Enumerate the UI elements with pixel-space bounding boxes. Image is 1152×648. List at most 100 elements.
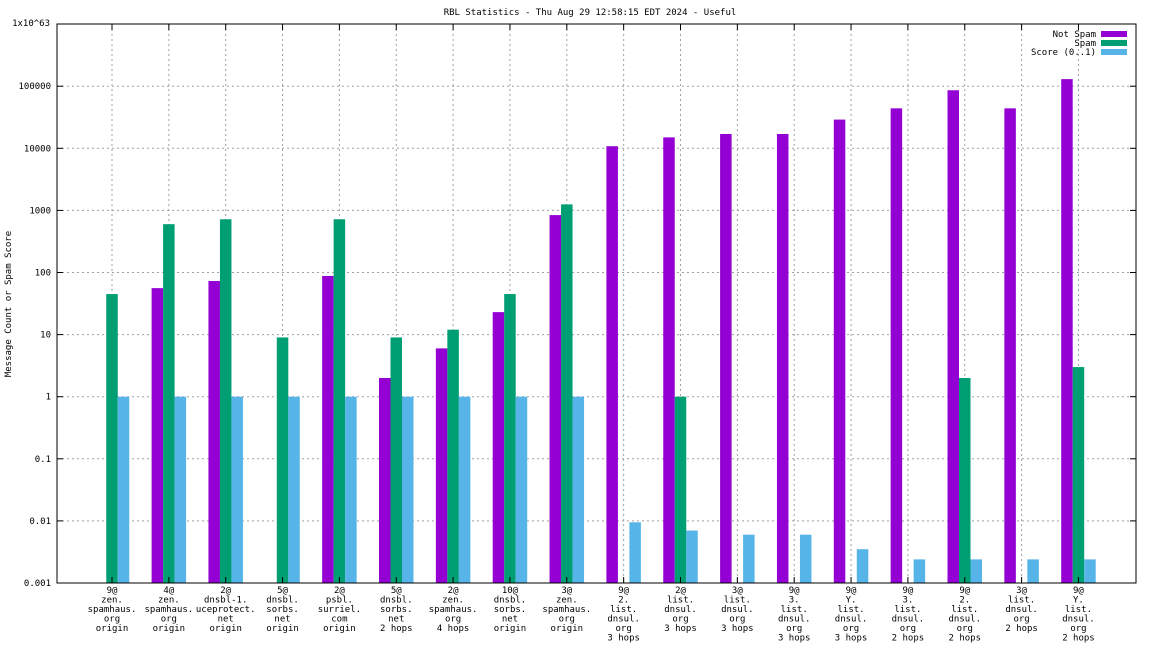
y-tick-label: 100 (35, 269, 51, 279)
bar-score-0-1- (629, 522, 641, 583)
bar-spam (504, 294, 516, 583)
x-tick-label-line: dnsul. (892, 615, 925, 625)
x-tick-label-line: 3@ (732, 586, 743, 596)
bar-spam (333, 219, 346, 584)
bar-spam (447, 329, 459, 583)
x-tick-label-line: 3@ (1016, 586, 1027, 596)
x-tick-label-line: surriel. (318, 605, 361, 615)
x-tick-label-line: Y. (1073, 596, 1084, 606)
bar-score-0-1- (686, 530, 698, 583)
x-tick-label-line: zen. (158, 596, 180, 606)
y-tick-label: 0.1 (35, 455, 51, 465)
x-tick-label-line: org (445, 615, 461, 625)
x-tick-label-line: 3@ (561, 586, 572, 596)
x-tick-label-line: dnsul. (1062, 615, 1095, 625)
x-tick-label-line: dnsul. (948, 615, 981, 625)
x-tick-label-line: 2 hops (380, 624, 413, 634)
x-tick-label-line: uceprotect. (196, 605, 256, 615)
plot-frame (56, 23, 1137, 584)
x-tick-label: 4@ zen. spamhaus. org origin (144, 586, 193, 634)
bar-spam (561, 204, 573, 583)
bar-not-spam (776, 133, 789, 583)
x-tick-label: 3@ zen. spamhaus. org origin (542, 586, 591, 634)
x-tick-label-line: 3 hops (664, 624, 697, 634)
x-tick-label-line: 2 hops (948, 634, 981, 644)
y-tick-label: 0.001 (24, 579, 51, 589)
x-tick-label-line: zen. (442, 596, 464, 606)
bar-score-0-1- (174, 396, 187, 583)
bar-not-spam (890, 108, 903, 584)
x-tick-label: 9@ Y. list. dnsul. org 3 hops (835, 586, 868, 644)
x-tick-label-line: 2 hops (1062, 634, 1095, 644)
x-tick-label-line: dnsbl-1. (204, 596, 247, 606)
legend-label: Score (0..1) (1031, 48, 1096, 58)
y-axis-top-label: 1x10^63 (12, 19, 50, 29)
x-tick-label-line: spamhaus. (429, 605, 478, 615)
y-tick-label: 10 (40, 331, 51, 341)
x-tick-label-line: zen. (101, 596, 123, 606)
x-tick-label-line: spamhaus. (88, 605, 137, 615)
x-tick-label: 3@ list. dnsul. org 3 hops (721, 586, 754, 634)
bar-score-0-1- (572, 396, 585, 583)
x-tick-label-line: 2@ (334, 586, 345, 596)
x-tick-label-line: org (672, 615, 688, 625)
bar-score-0-1- (1027, 559, 1039, 583)
x-tick-label-line: org (1070, 624, 1086, 634)
x-tick-label-line: list. (1008, 596, 1035, 606)
x-tick-label-line: list. (724, 596, 751, 606)
x-tick-label-line: 4@ (163, 586, 174, 596)
x-tick-label-line: zen. (556, 596, 578, 606)
x-tick-label: 9@ 3. list. dnsul. org 2 hops (892, 586, 925, 644)
x-tick-label: 9@ 3. list. dnsul. org 3 hops (778, 586, 811, 644)
x-tick-label-line: 2 hops (892, 634, 925, 644)
chart-title: RBL Statistics - Thu Aug 29 12:58:15 EDT… (444, 8, 737, 18)
x-tick-label-line: 9@ (789, 586, 800, 596)
x-tick-label-line: list. (781, 605, 808, 615)
x-tick-label-line: 3. (902, 596, 913, 606)
x-tick-label-line: list. (838, 605, 865, 615)
x-tick-label-line: net (274, 615, 290, 625)
x-tick-label-line: org (843, 624, 859, 634)
x-tick-label-line: Y. (846, 596, 857, 606)
x-tick-label-line: origin (153, 624, 186, 634)
x-tick-label: 9@ zen. spamhaus. org origin (88, 586, 137, 634)
x-tick-label: 2@ list. dnsul. org 3 hops (664, 586, 697, 634)
x-tick-label: 2@ dnsbl-1. uceprotect. net origin (196, 586, 256, 634)
x-tick-label-line: 9@ (107, 586, 118, 596)
bar-not-spam (435, 348, 448, 583)
x-tick-label-line: 3 hops (835, 634, 868, 644)
x-tick-label-line: origin (323, 624, 356, 634)
x-tick-label-line: 9@ (902, 586, 913, 596)
x-tick-label-line: net (218, 615, 234, 625)
x-tick-label-line: dnsul. (835, 615, 868, 625)
x-tick-label-line: net (502, 615, 518, 625)
x-tick-label-line: org (957, 624, 973, 634)
x-tick-label-line: dnsul. (778, 615, 811, 625)
bar-not-spam (492, 312, 505, 583)
x-tick-label-line: org (161, 615, 177, 625)
y-tick-label: 100000 (18, 82, 51, 92)
x-tick-label-line: list. (951, 605, 978, 615)
bar-score-0-1- (799, 534, 812, 583)
bar-score-0-1- (913, 559, 926, 583)
x-tick-label: 2@ psbl. surriel. com origin (318, 586, 361, 634)
bar-spam (276, 337, 289, 583)
bar-not-spam (379, 378, 391, 583)
x-tick-label-line: list. (1065, 605, 1092, 615)
x-tick-label-line: org (900, 624, 916, 634)
x-tick-label-line: org (104, 615, 120, 625)
bar-not-spam (1004, 108, 1016, 584)
x-tick-label-line: dnsbl. (266, 596, 299, 606)
x-tick-label-line: org (616, 624, 632, 634)
bar-not-spam (947, 90, 959, 584)
x-tick-label-line: dnsul. (1005, 605, 1038, 615)
bar-not-spam (1061, 79, 1073, 583)
bar-not-spam (833, 119, 846, 583)
bars-layer (106, 79, 1096, 584)
x-tick-label-line: org (786, 624, 802, 634)
bar-spam (674, 396, 687, 583)
bar-spam (106, 294, 118, 583)
bar-score-0-1- (970, 559, 982, 583)
ticks-layer: 0.001 0.01 0.1 1 10 100 1000 10000 100000 (18, 24, 1136, 589)
x-tick-label-line: 5@ (277, 586, 288, 596)
